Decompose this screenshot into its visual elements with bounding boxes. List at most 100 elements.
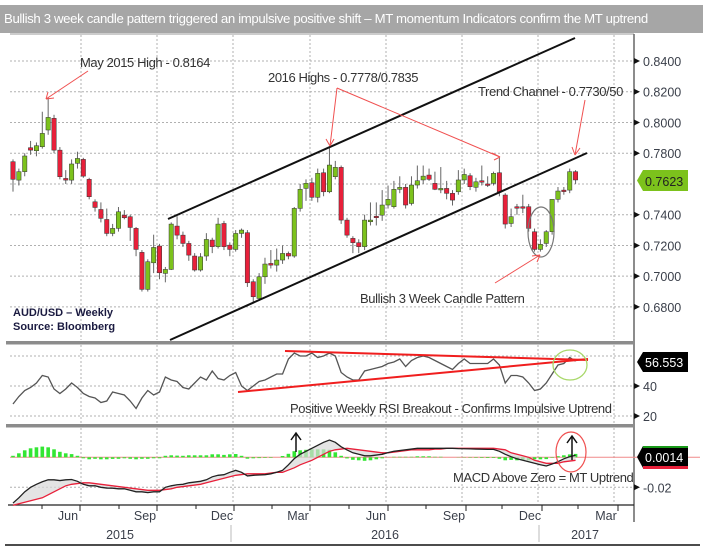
macd-highlight-circle [555, 431, 587, 473]
macd-histogram-bar [438, 456, 443, 458]
macd-histogram-bar [233, 454, 238, 458]
macd-histogram-bar [163, 455, 168, 458]
x-year-label: 2015 [106, 528, 134, 542]
macd-histogram-bar [345, 457, 349, 459]
x-month-label: Mar [287, 509, 309, 523]
x-month-label: Sep [134, 509, 156, 523]
candle-down [309, 182, 315, 198]
macd-histogram-bar [204, 455, 209, 458]
tick-marker-icon [634, 273, 640, 280]
candle-up [438, 188, 444, 191]
macd-histogram-bar [151, 457, 156, 459]
candle-up [397, 187, 403, 190]
channel-upper-line [167, 37, 576, 220]
macd-histogram-bar [169, 455, 174, 458]
rsi-support-line [237, 358, 589, 393]
macd-histogram-bar [409, 456, 414, 458]
arrow-bullish-pattern [494, 254, 541, 284]
axis-ticks: 0.8400 0.8200 0.8000 0.7800 0.7400 0.7200 0.70… [41, 55, 681, 542]
rsi-resistance-line [284, 350, 589, 361]
macd-histogram-bar [474, 457, 478, 458]
candle-up [379, 204, 385, 216]
macd-histogram-bar [339, 455, 343, 458]
candle-up [274, 259, 280, 266]
macd-histogram-bar [110, 457, 115, 459]
rsi-series [12, 352, 576, 410]
candle-up [567, 171, 573, 191]
candle-down [92, 201, 98, 208]
annotation-may-high: May 2015 High - 0.8164 [80, 55, 210, 70]
candle-down [244, 232, 250, 284]
rsi-line [12, 352, 576, 410]
rsi-tick-label: 20 [643, 410, 657, 424]
price-tick-label: 0.8200 [643, 86, 681, 100]
x-month-label: Sep [443, 509, 465, 523]
tick-marker-icon [634, 303, 640, 310]
macd-histogram-bar [34, 447, 39, 458]
last-macd-box [637, 446, 688, 468]
macd-histogram-bar [263, 457, 267, 458]
last-macd-label: 0.0014 [637, 446, 688, 469]
last-price-label: 0.7623 [637, 170, 688, 191]
x-year-label: 2017 [571, 528, 599, 542]
macd-histogram-bar [17, 453, 21, 458]
macd-tick-label: -0.02 [643, 481, 672, 495]
macd-histogram-bar [22, 450, 27, 458]
macd-histogram-bar [140, 457, 144, 459]
arrow-up-icon [566, 434, 578, 460]
macd-histogram-bar [538, 457, 543, 460]
macd-histogram-bar [81, 457, 86, 459]
candle-down [250, 281, 256, 298]
macd-histogram-bar [104, 457, 109, 460]
macd-histogram-bar [497, 457, 502, 459]
candle-up [116, 211, 121, 229]
tick-marker-icon [634, 119, 640, 126]
annotation-rsi-breakout: Positive Weekly RSI Breakout - Confirms … [290, 401, 612, 416]
candle-up [110, 228, 116, 234]
macd-histogram-bar [480, 457, 484, 458]
price-tick-label: 0.8000 [643, 116, 681, 130]
macd-histogram-bar [187, 455, 191, 458]
candle-down [450, 193, 455, 201]
last-macd-box-top [643, 446, 688, 448]
candle-up [303, 183, 309, 189]
candle-down [192, 255, 198, 271]
price-tick-label: 0.7000 [643, 270, 681, 284]
macd-histogram-bar [46, 447, 50, 458]
candle-up [75, 158, 80, 164]
annotation-macd-zero: MACD Above Zero = MT Uptrend [453, 470, 634, 485]
candle-down [121, 214, 127, 219]
tick-marker-icon [634, 58, 640, 64]
macd-histogram-bar [228, 454, 232, 458]
macd-histogram-bar [491, 457, 496, 458]
candle-up [39, 133, 45, 148]
candle-down [28, 147, 34, 151]
candle-up [362, 219, 368, 247]
last-macd-value: 0.0014 [645, 451, 683, 465]
macd-histogram-bar [87, 457, 91, 460]
x-month-label: Mar [595, 509, 617, 523]
candle-up [549, 199, 555, 233]
tick-marker-icon [634, 484, 640, 491]
macd-series [11, 439, 578, 506]
candle-down [10, 161, 16, 180]
candle-up [33, 145, 39, 152]
candle-up [168, 223, 174, 270]
last-price-value: 0.7623 [645, 175, 683, 189]
candle-down [532, 231, 537, 250]
rsi-breakout-circle [552, 349, 588, 381]
macd-histogram-bar [122, 457, 127, 459]
macd-histogram-bar [532, 457, 537, 460]
candle-up [409, 184, 414, 204]
tick-marker-icon [634, 88, 640, 95]
macd-histogram-bar [181, 455, 185, 458]
candle-down [356, 242, 362, 247]
macd-histogram-bar [210, 454, 215, 458]
macd-histogram-bar [93, 457, 97, 459]
x-month-label: Dec [211, 509, 233, 523]
candle-up [145, 261, 151, 290]
candle-up [368, 219, 373, 223]
candle-down [350, 238, 356, 243]
macd-histogram-bar [245, 457, 250, 459]
